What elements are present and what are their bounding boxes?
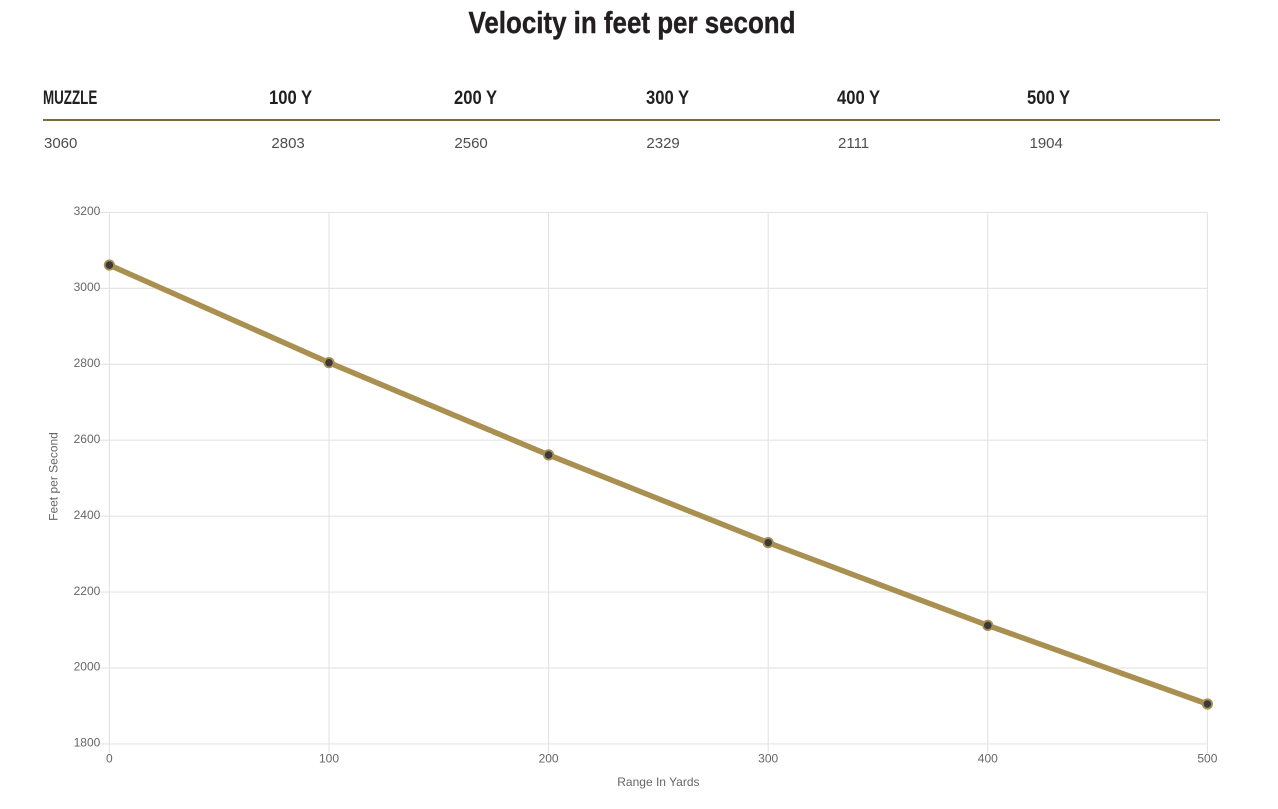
svg-text:2800: 2800: [74, 356, 101, 370]
svg-text:Range In Yards: Range In Yards: [617, 775, 699, 789]
svg-text:500: 500: [1197, 752, 1217, 766]
svg-text:2600: 2600: [74, 432, 101, 446]
svg-text:2000: 2000: [74, 660, 101, 674]
svg-text:300: 300: [758, 752, 778, 766]
svg-text:Feet per Second: Feet per Second: [46, 432, 60, 521]
svg-text:200: 200: [539, 752, 559, 766]
svg-text:2400: 2400: [74, 508, 101, 522]
svg-text:3000: 3000: [74, 280, 101, 294]
svg-text:0: 0: [106, 752, 113, 766]
svg-text:3200: 3200: [74, 204, 101, 218]
svg-text:2200: 2200: [74, 584, 101, 598]
svg-text:100: 100: [319, 752, 339, 766]
svg-text:1800: 1800: [74, 736, 101, 750]
svg-text:400: 400: [978, 752, 998, 766]
